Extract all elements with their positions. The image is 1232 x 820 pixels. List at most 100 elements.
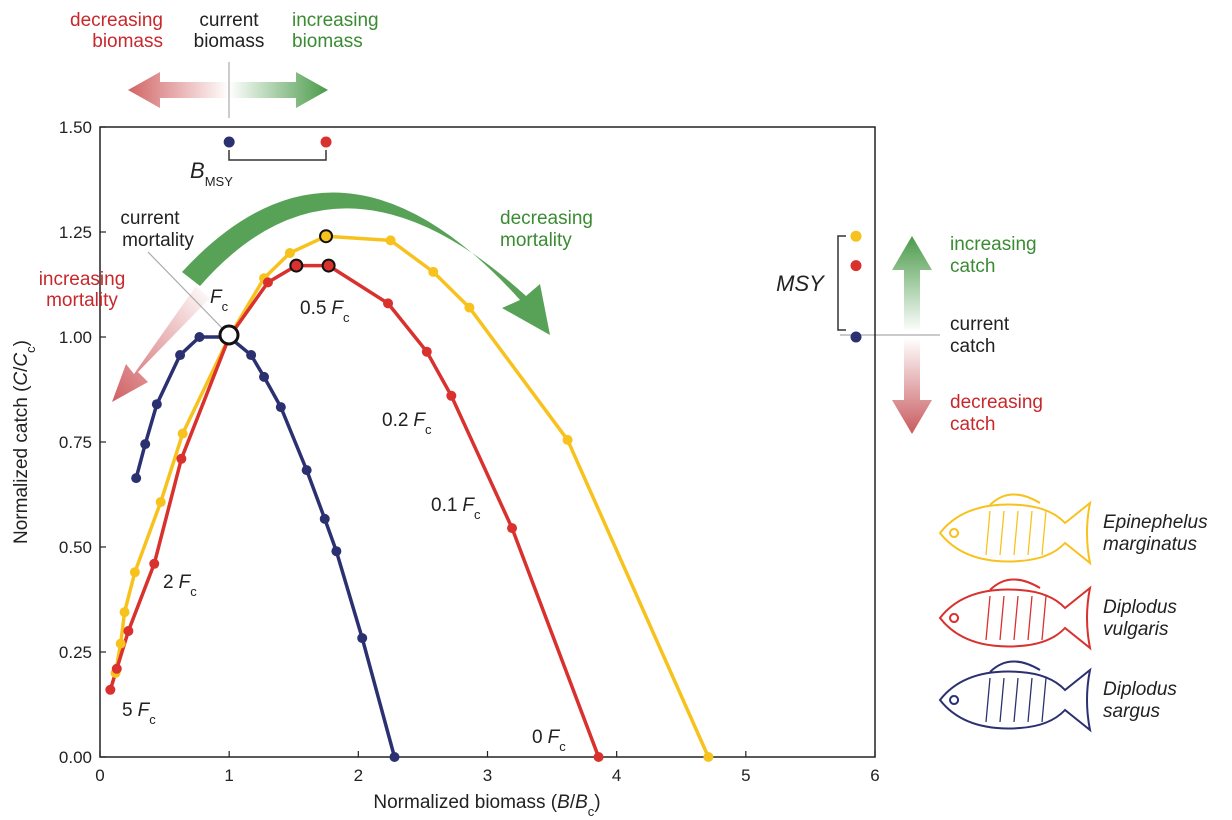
- fish-stripe: [1028, 678, 1032, 722]
- fish-icon: [940, 661, 1090, 730]
- legend-label: marginatus: [1103, 534, 1197, 555]
- fish-icon: [940, 579, 1090, 648]
- data-point: [131, 473, 141, 483]
- data-point: [120, 607, 130, 617]
- fish-stripe: [1000, 596, 1004, 640]
- legend-label: vulgaris: [1103, 619, 1169, 640]
- current-point: [220, 326, 238, 344]
- fish-stripe: [1042, 678, 1046, 722]
- x-axis-label-part: Normalized biomass (: [373, 792, 557, 813]
- x-axis-label: Normalized biomass (B/Bc): [373, 792, 600, 819]
- label: mortality: [500, 230, 572, 251]
- label: catch: [950, 414, 995, 435]
- legend-entry: [940, 579, 1090, 648]
- y-tick-label: 0.50: [59, 538, 92, 557]
- annotation-part: 0.2: [382, 410, 408, 431]
- series-line: [110, 266, 598, 757]
- series-line: [116, 236, 709, 757]
- fish-stripe: [1014, 678, 1018, 722]
- chart: decreasing biomass current biomass incre…: [0, 0, 1232, 820]
- b-msy-point: [224, 137, 235, 148]
- data-point: [390, 752, 400, 762]
- msy-label: MSY: [776, 271, 825, 296]
- data-point: [428, 267, 438, 277]
- data-point: [594, 752, 604, 762]
- fish-icon: [940, 494, 1090, 563]
- label: increasing: [292, 10, 379, 31]
- annotation: Fc: [210, 287, 229, 314]
- data-point: [464, 303, 474, 313]
- annotation-part: 0.5: [300, 298, 326, 319]
- legend-entry: [940, 494, 1090, 563]
- y-tick-label: 1.00: [59, 328, 92, 347]
- data-point: [383, 298, 393, 308]
- data-point: [105, 685, 115, 695]
- data-point: [259, 372, 269, 382]
- annotation-part: 0.1: [431, 495, 457, 516]
- annotation-part: 2: [163, 572, 174, 593]
- annotation-part: c: [425, 422, 432, 437]
- msy-point: [851, 231, 862, 242]
- data-point: [320, 514, 330, 524]
- label: mortality: [122, 230, 194, 251]
- x-tick-label: 1: [224, 766, 233, 785]
- data-point: [422, 347, 432, 357]
- x-axis-label-part: B: [575, 792, 588, 813]
- b-msy-label-part: B: [190, 158, 205, 183]
- data-point: [320, 230, 332, 242]
- y-tick-label: 0.25: [59, 643, 92, 662]
- data-point: [178, 429, 188, 439]
- series-line: [136, 337, 394, 757]
- legend-label: Diplodus: [1103, 597, 1177, 618]
- annotation-part: c: [474, 507, 481, 522]
- y-tick-label: 0.75: [59, 433, 92, 452]
- b-msy-bracket: [229, 150, 326, 160]
- data-point: [703, 752, 713, 762]
- data-point: [116, 639, 126, 649]
- fish-stripe: [1000, 678, 1004, 722]
- msy-point: [851, 260, 862, 271]
- arrow-increasing-biomass: [229, 72, 328, 108]
- y-axis-label-part: C: [11, 372, 32, 386]
- b-msy-label: BMSY: [190, 158, 233, 189]
- label: current: [199, 10, 259, 31]
- x-tick-label: 4: [612, 766, 621, 785]
- label: biomass: [194, 31, 265, 52]
- msy-point: [851, 332, 862, 343]
- annotation: 0.5Fc: [300, 298, 350, 325]
- y-tick-label: 0.00: [59, 748, 92, 767]
- data-point: [194, 332, 204, 342]
- fish-stripe: [1000, 511, 1004, 555]
- label: current: [950, 314, 1010, 335]
- data-point: [112, 664, 122, 674]
- fish-stripe: [1042, 596, 1046, 640]
- data-point: [156, 497, 166, 507]
- label: biomass: [92, 31, 163, 52]
- fish-stripe: [1028, 596, 1032, 640]
- data-point: [290, 260, 302, 272]
- plot-frame: [100, 127, 875, 757]
- annotation: 0.1Fc: [431, 495, 481, 522]
- data-point: [285, 248, 295, 258]
- fish-stripe: [1014, 511, 1018, 555]
- annotation-part: c: [149, 712, 156, 727]
- data-point: [276, 402, 286, 412]
- fish-stripe: [1028, 511, 1032, 555]
- arrow-decreasing-catch: [892, 338, 932, 434]
- data-point: [246, 350, 256, 360]
- label: increasing: [950, 234, 1037, 255]
- x-tick-label: 3: [483, 766, 492, 785]
- y-tick-label: 1.25: [59, 223, 92, 242]
- data-point: [152, 399, 162, 409]
- data-point: [563, 435, 573, 445]
- fish-stripe: [1014, 596, 1018, 640]
- y-axis-label: Normalized catch (C/Cc): [11, 340, 38, 544]
- label: current: [120, 208, 180, 229]
- x-axis-label-part: ): [594, 792, 600, 813]
- y-axis-label-part: C: [11, 353, 32, 367]
- x-tick-label: 5: [741, 766, 750, 785]
- label: catch: [950, 256, 995, 277]
- label: mortality: [46, 290, 118, 311]
